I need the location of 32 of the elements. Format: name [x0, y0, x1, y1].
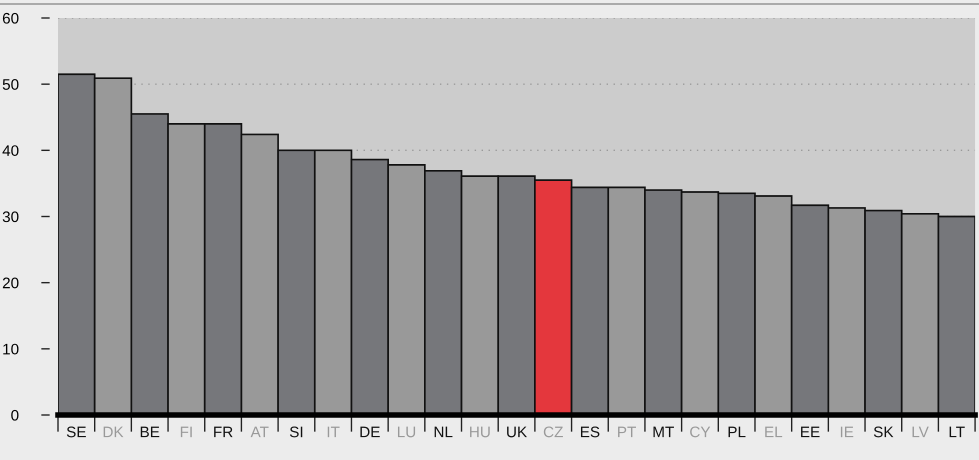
x-tick-label: IT [328, 426, 340, 438]
x-tick-label: IE [840, 426, 854, 438]
x-tick-label: PL [728, 426, 746, 438]
x-tick-label: SI [290, 426, 302, 438]
x-tick-label: AT [250, 426, 269, 438]
x-tick-label: SE [66, 426, 86, 438]
x-tick-label: NL [434, 426, 452, 438]
x-tick-label: PT [618, 426, 636, 438]
x-tick-label: DE [360, 426, 380, 438]
x-tick-label: LT [950, 426, 965, 438]
x-tick-label: SK [874, 426, 894, 438]
x-tick-label: LU [398, 426, 416, 438]
y-tick-label: 60 [2, 12, 19, 24]
x-tick-label: ES [580, 426, 600, 438]
x-tick-label: FI [180, 426, 192, 438]
x-tick-label: CY [690, 426, 710, 438]
x-tick-label: EL [765, 426, 782, 438]
y-tick-label: 40 [2, 145, 19, 156]
x-tick-label: EE [801, 426, 820, 438]
y-tick-label: 50 [2, 79, 19, 90]
x-tick-label: LV [912, 426, 929, 438]
x-tick-label: DK [104, 426, 124, 438]
x-tick-label: HU [470, 426, 490, 438]
x-tick-label: MT [654, 426, 674, 438]
x-tick-label: CZ [544, 426, 563, 438]
x-tick-label: FR [214, 426, 233, 438]
y-tick-label: 10 [3, 344, 19, 355]
x-tick-label: UK [507, 426, 527, 438]
y-tick-label: 30 [2, 211, 19, 222]
y-tick-label: 20 [2, 278, 19, 288]
y-tick-label: 0 [11, 410, 19, 421]
x-tick-label: BE [140, 426, 160, 438]
